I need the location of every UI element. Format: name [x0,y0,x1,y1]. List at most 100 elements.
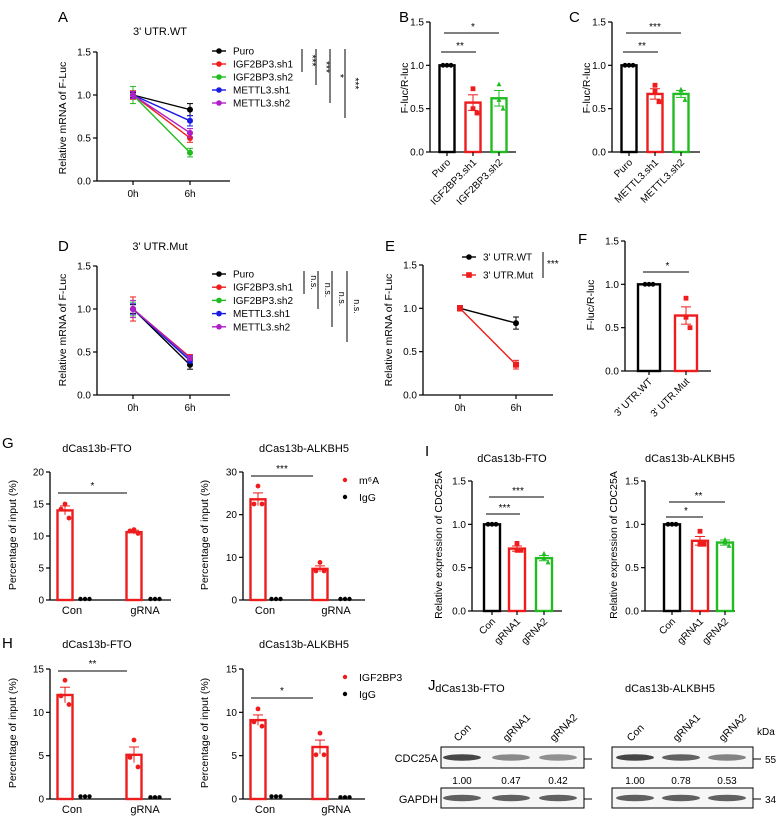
data-point [187,355,193,362]
data-point [493,521,499,527]
y-tick-label: 15 [33,665,45,676]
data-point [541,550,547,556]
x-tick-label: gRNA1 [676,616,707,647]
y-tick-label: 10 [226,708,238,719]
series-line [459,307,517,366]
data-point [187,106,193,113]
x-tick-label: 6h [510,403,521,414]
x-tick-label: Puro [430,157,453,180]
band [616,794,654,802]
x-tick-label: gRNA2 [701,616,732,647]
bar-group [56,501,92,602]
bar [125,530,143,602]
legend-label: 3' UTR.Mut [483,271,533,282]
row-label: GAPDH [399,794,438,806]
legend-label: METTL3.sh1 [233,86,291,97]
panel-b: 0.00.51.01.5F-luc/R-lucBPuroIGF2BP3.sh1I… [399,9,516,208]
data-point [338,596,343,602]
data-point [66,515,72,521]
x-tick-label: Con [657,616,678,637]
y-tick-label: 1.5 [403,261,417,272]
blot-group: dCas13b-FTO Con gRNA1 gRNA2 1.00 0.47 0.42 [435,683,592,809]
data-point [216,297,222,304]
data-point [513,361,519,368]
bar-group [311,560,352,602]
legend-label: Puro [233,47,255,58]
y-axis-label: Percentage of input (%) [7,480,19,590]
data-point [682,97,688,102]
band [616,754,654,761]
legend-label: METTL3.sh2 [233,322,291,333]
band-quantification: 0.42 [548,776,568,787]
bar-group [311,730,352,801]
x-tick-label: 0h [454,403,465,414]
data-point [62,501,68,507]
marker-size: 34 [765,795,777,806]
x-tick-label: 6h [184,189,195,200]
blot-title: dCas13b-ALKBH5 [625,683,715,695]
panel-g2: 0 10 20 30 Percentage of input (%) dCas13b-AL… [199,443,379,617]
y-tick-label: 1.5 [410,18,424,29]
series-1 [130,296,193,361]
significance-label: *** [276,464,288,475]
blot-group: dCas13b-ALKBH5 Con gRNA1 gRNA2 1.00 0.78 0.53 [611,683,761,809]
x-tick-label: Con [255,804,275,816]
bar-group [672,86,690,154]
data-point [82,596,88,602]
bar-group [662,521,682,613]
panel-label: E [385,238,395,255]
y-tick-label: 1.0 [410,61,424,72]
x-tick-label: Con [62,605,82,617]
data-point [342,691,348,697]
series-1 [457,305,519,370]
data-point [444,62,450,68]
panel-e: 0.0 0.5 1.0 1.5 Relative mRNA of F-Luc E 0h 6h 3… [383,238,559,414]
data-point [347,795,352,800]
series-line [132,94,191,111]
bar-group [249,483,283,602]
significance-label: *** [349,78,360,90]
x-tick-label: gRNA2 [520,616,551,647]
legend-label: IgG [359,492,376,504]
bar-group [125,527,162,602]
series-line [132,94,191,122]
x-tick-label: 0h [127,189,138,200]
legend-label: IGF2BP3.sh2 [233,296,293,307]
band [492,794,530,802]
y-tick-label: 1.0 [625,520,639,531]
bar-group [438,62,456,154]
bar [56,509,74,602]
band [539,794,577,802]
kda-label: kDa [757,727,775,738]
y-tick-label: 1.5 [77,262,91,273]
data-point [500,105,506,111]
panel-c: 0.00.51.01.5F-luc/R-lucCPuroMETTL3.sh1ME… [569,9,700,206]
data-point [130,92,136,98]
y-tick-label: 0.5 [592,104,606,115]
data-point [157,795,162,800]
y-axis-label: Relative expression of CDC25A [433,471,445,619]
panel-label: D [58,238,69,255]
data-point [216,324,222,330]
chart-title: dCas13b-FTO [62,443,132,455]
y-tick-label: 15 [226,665,238,676]
data-point [130,306,136,312]
data-point [66,702,72,707]
chart-title: dCas13b-ALKBH5 [259,443,349,455]
lane-label: Con [452,722,474,744]
y-axis-label: Relative mRNA of F-Luc [57,274,69,387]
data-point [216,284,222,291]
y-axis-label: Relative expression of CDC25A [608,471,620,619]
data-point [157,596,162,602]
lane-label: gRNA2 [717,712,750,745]
y-tick-label: 10 [33,708,45,719]
band [443,754,481,761]
y-tick-label: 1.5 [452,477,466,488]
data-point [470,106,476,112]
y-tick-label: 5 [38,751,44,762]
series-0 [130,91,193,117]
significance-label: ** [695,491,703,502]
legend-label: IGF2BP3.sh1 [233,60,293,71]
data-point [697,541,703,547]
